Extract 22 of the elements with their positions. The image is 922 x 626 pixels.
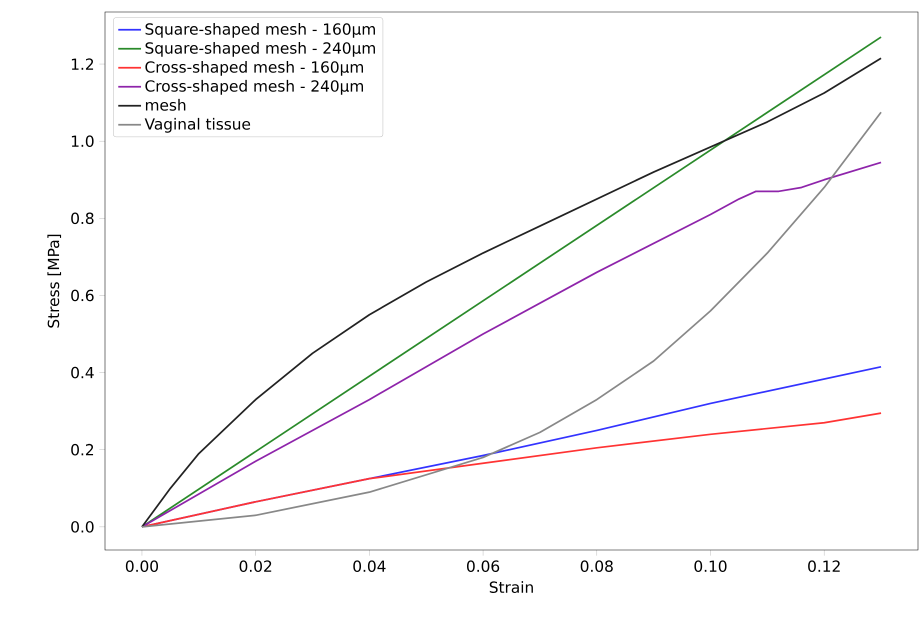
x-tick-label: 0.00 [126, 560, 158, 572]
legend-label: Cross-shaped mesh - 160µm [145, 60, 363, 76]
legend-label: Cross-shaped mesh - 240µm [145, 80, 363, 95]
x-tick-label: 0.08 [580, 560, 613, 572]
legend-label: Square-shaped mesh - 160µm [146, 22, 375, 38]
x-axis-title: Strain [490, 581, 533, 594]
y-tick-label: 1.0 [72, 135, 94, 147]
x-tick-label: 0.06 [467, 560, 500, 572]
x-tick-label: 0.04 [353, 560, 386, 572]
legend-label: Vaginal tissue [144, 118, 250, 133]
x-tick-label: 0.10 [694, 560, 727, 572]
y-tick-label: 1.2 [72, 58, 94, 70]
y-axis-title: Stress [MPa] [47, 234, 62, 328]
y-tick-label: 0.8 [71, 212, 94, 224]
y-tick-label: 0.2 [71, 444, 94, 456]
legend-label: Square-shaped mesh - 240µm [146, 42, 375, 57]
y-tick-label: 0.0 [71, 521, 94, 533]
legend-label: mesh [146, 98, 186, 111]
y-tick-label: 0.6 [71, 290, 94, 302]
x-tick-label: 0.12 [808, 560, 840, 572]
y-tick-label: 0.4 [71, 366, 94, 378]
x-tick-label: 0.02 [240, 560, 272, 572]
